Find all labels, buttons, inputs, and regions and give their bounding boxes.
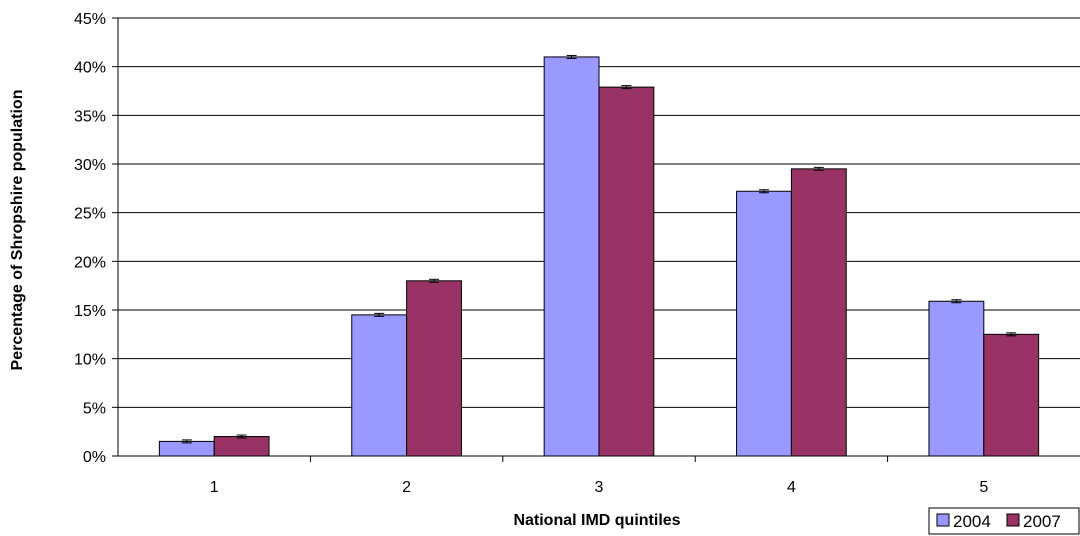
y-tick-label: 0% xyxy=(83,449,106,466)
bar-2004-3 xyxy=(543,56,600,457)
x-tick-labels: 1 2 3 4 5 xyxy=(210,479,989,496)
bars-group xyxy=(158,56,1040,457)
legend-swatch-2004 xyxy=(936,513,950,527)
y-axis-title: Percentage of Shropshire population xyxy=(9,90,26,371)
y-tick-label: 45% xyxy=(74,11,106,28)
bar-2004-2 xyxy=(351,314,408,457)
bar-2007-4 xyxy=(790,168,847,457)
x-tick-label: 5 xyxy=(979,479,988,496)
bar-2007-1 xyxy=(213,436,270,457)
x-axis-title: National IMD quintiles xyxy=(513,512,680,529)
y-tick-label: 35% xyxy=(74,108,106,125)
y-tick-label: 5% xyxy=(83,400,106,417)
bar-2007-3 xyxy=(598,86,655,457)
y-tick-label: 40% xyxy=(74,60,106,77)
y-tick-label: 30% xyxy=(74,157,106,174)
bar-2004-5 xyxy=(928,300,985,457)
x-tick-label: 3 xyxy=(595,479,604,496)
bar-2004-1 xyxy=(158,440,215,457)
y-tick-label: 20% xyxy=(74,254,106,271)
bar-2007-2 xyxy=(406,280,462,457)
legend: 2004 2007 xyxy=(928,507,1080,535)
y-tick-label: 15% xyxy=(74,303,106,320)
x-tick-label: 2 xyxy=(402,479,411,496)
bar-2007-5 xyxy=(983,333,1040,457)
legend-label-2007: 2007 xyxy=(1023,512,1061,531)
error-bars-group xyxy=(181,54,1017,444)
legend-label-2004: 2004 xyxy=(953,512,991,531)
legend-swatch-2007 xyxy=(1006,513,1020,527)
x-tick-label: 4 xyxy=(787,479,796,496)
x-tick-label: 1 xyxy=(210,479,219,496)
legend-frame xyxy=(928,507,1080,535)
y-tick-labels: 0% 5% 10% 15% 20% 25% 30% 35% 40% 45% xyxy=(74,11,106,466)
y-tick-label: 10% xyxy=(74,352,106,369)
axes-group xyxy=(112,17,1080,462)
bar-2004-4 xyxy=(736,190,792,457)
y-tick-label: 25% xyxy=(74,206,106,223)
